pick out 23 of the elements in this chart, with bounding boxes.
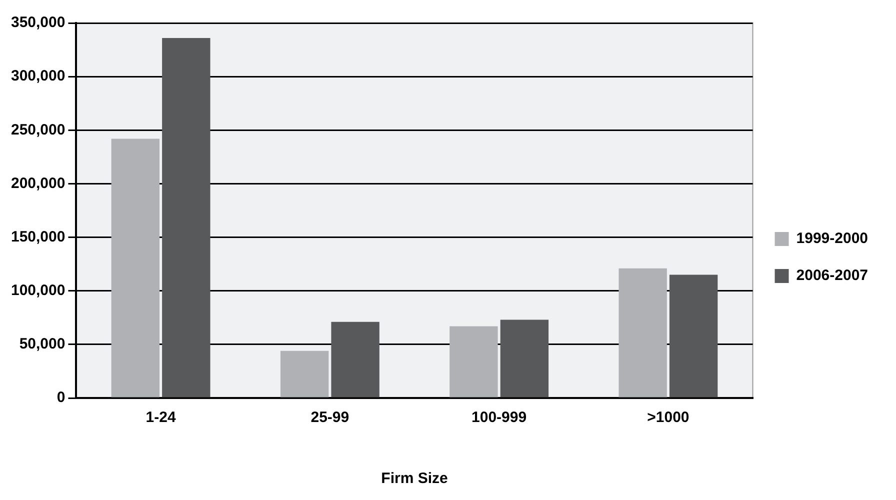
bar: [450, 326, 498, 398]
legend-label: 1999-2000: [796, 230, 868, 248]
y-tick-label: 350,000: [10, 14, 66, 32]
y-tick-label: 300,000: [10, 68, 66, 85]
y-tick-label: 100,000: [10, 282, 66, 299]
bar: [111, 138, 160, 398]
bar: [618, 268, 667, 398]
bar: [331, 322, 380, 398]
x-tick-label: >1000: [647, 409, 690, 426]
x-axis-title: Firm Size: [381, 470, 448, 488]
x-tick-label: 100-999: [472, 409, 527, 426]
bar: [669, 274, 718, 398]
bar: [280, 350, 329, 398]
y-tick-label: 150,000: [10, 228, 66, 246]
y-tick-label: 50,000: [19, 336, 66, 353]
y-tick-label: 200,000: [10, 174, 66, 192]
y-tick-label: 0: [56, 389, 66, 406]
x-tick-label: 25-99: [310, 409, 350, 426]
bar: [500, 320, 549, 398]
legend-label: 2006-2007: [796, 267, 868, 284]
x-tick-label: 1-24: [146, 409, 176, 426]
bar: [162, 38, 210, 398]
y-tick-label: 250,000: [10, 121, 66, 138]
